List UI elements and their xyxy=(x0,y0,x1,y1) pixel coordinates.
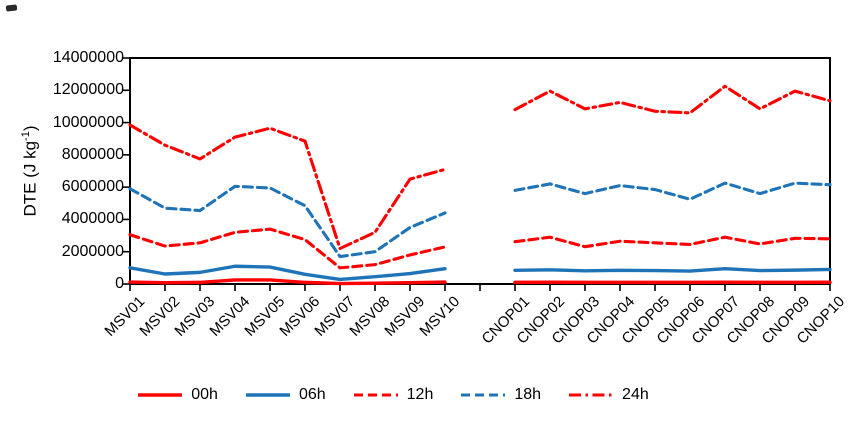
y-tick-label: 6000000 xyxy=(61,178,124,196)
legend-line-sample-dashed xyxy=(353,393,398,397)
series-06h-cnop-line xyxy=(513,266,832,273)
series-12h-msv-line xyxy=(128,227,447,270)
y-tick-label: 14000000 xyxy=(52,49,124,66)
legend-item-12h: 12h xyxy=(353,386,434,404)
y-axis-title-close: ) xyxy=(20,125,40,132)
legend-label: 06h xyxy=(298,386,326,403)
series-12h-cnop-line xyxy=(513,235,832,249)
y-tick-label: 4000000 xyxy=(61,210,124,228)
legend-item-00h: 00h xyxy=(137,386,218,404)
legend-item-18h: 18h xyxy=(460,386,541,404)
legend-line-sample-dashdot xyxy=(569,393,614,397)
series-24h-msv-line xyxy=(128,123,447,251)
legend-line-sample-solid xyxy=(245,393,290,397)
legend-line-sample-dashed xyxy=(461,393,506,397)
y-tick-label: 12000000 xyxy=(52,81,124,99)
y-tick-label: 8000000 xyxy=(61,145,124,163)
legend-line-sample-solid xyxy=(138,393,183,397)
legend-label: 00h xyxy=(191,386,218,403)
y-tick-label: 0 xyxy=(115,275,124,292)
legend: 00h 06h 12h 18h 24h xyxy=(0,386,858,404)
series-18h-cnop-line xyxy=(513,181,832,201)
y-axis-title-text: DTE (J kg xyxy=(20,140,40,217)
legend-item-24h: 24h xyxy=(568,386,649,404)
y-axis-title-superscript: -1 xyxy=(20,131,32,141)
series-18h-msv-line xyxy=(128,184,447,259)
series-00h-msv-line xyxy=(128,278,447,286)
y-axis-title: DTE (J kg-1) xyxy=(15,71,40,271)
legend-label: 24h xyxy=(622,386,649,403)
legend-label: 12h xyxy=(406,386,434,403)
legend-item-06h: 06h xyxy=(245,386,326,404)
plot-border xyxy=(129,57,831,285)
series-24h-cnop-line xyxy=(513,84,832,115)
legend-label: 18h xyxy=(514,386,542,403)
y-tick-label: 2000000 xyxy=(61,242,124,260)
series-06h-msv-line xyxy=(128,264,447,282)
y-tick-label: 10000000 xyxy=(52,113,124,131)
